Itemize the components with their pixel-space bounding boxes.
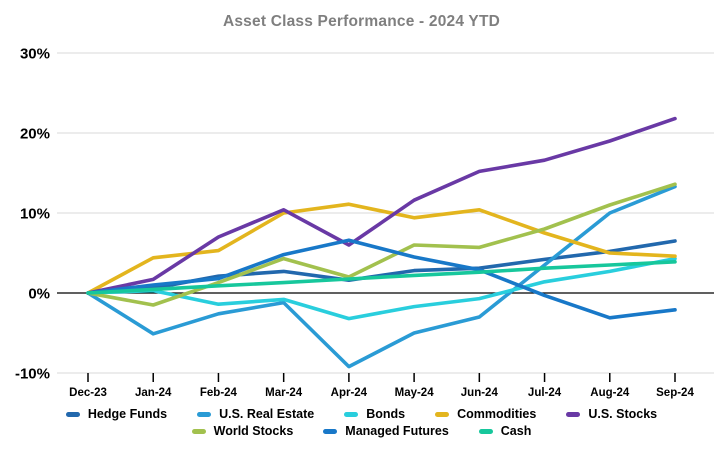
y-tick-label-20: 20% — [20, 126, 50, 143]
series-line-cash — [86, 259, 677, 295]
x-tick-label-jun-24: Jun-24 — [461, 387, 499, 399]
legend-label-commodities: Commodities — [457, 407, 537, 421]
series-line-u-s-real-estate — [86, 184, 677, 369]
legend-label-u-s-real-estate: U.S. Real Estate — [219, 407, 315, 421]
x-tick-label-may-24: May-24 — [395, 387, 435, 399]
legend-label-bonds: Bonds — [366, 407, 406, 421]
legend-item-commodities: Commodities — [435, 407, 536, 421]
x-tick-label-sep-24: Sep-24 — [656, 387, 694, 399]
y-tick-label-10: 10% — [20, 206, 50, 223]
legend-item-managed-futures: Managed Futures — [323, 424, 449, 438]
legend-label-cash: Cash — [500, 424, 532, 438]
x-tick-label-jan-24: Jan-24 — [135, 387, 172, 399]
x-tick-label-apr-24: Apr-24 — [331, 387, 368, 399]
series-line-world-stocks — [86, 182, 677, 307]
legend-chip-u-s-real-estate — [197, 411, 212, 417]
legend-chip-cash — [478, 428, 493, 434]
x-tick-label-feb-24: Feb-24 — [200, 387, 238, 399]
legend-item-u-s-real-estate: U.S. Real Estate — [197, 407, 314, 421]
legend-item-u-s-stocks: U.S. Stocks — [566, 407, 657, 421]
legend-label-u-s-stocks: U.S. Stocks — [588, 407, 658, 421]
legend-chip-commodities — [435, 411, 450, 417]
series-line-u-s-stocks — [86, 116, 677, 295]
legend-chip-u-s-stocks — [566, 411, 581, 417]
series-line-managed-futures — [86, 238, 677, 320]
y-tick-label--10: -10% — [15, 366, 50, 383]
y-tick-label-0: 0% — [28, 286, 50, 303]
legend-label-world-stocks: World Stocks — [213, 424, 294, 438]
legend-chip-hedge-funds — [65, 411, 80, 417]
line-chart-plot-area: 30% 20% 10% 0% -10% Dec-23 Jan-24 Feb-24 Mar-24 A… — [15, 46, 714, 399]
series-line-commodities — [86, 202, 677, 295]
legend-label-managed-futures: Managed Futures — [345, 424, 449, 438]
x-tick-label-mar-24: Mar-24 — [265, 387, 303, 399]
y-tick-label-30: 30% — [20, 46, 50, 63]
legend-chip-bonds — [344, 411, 359, 417]
chart-legend: Hedge Funds U.S. Real Estate Bonds Commodit… — [0, 407, 723, 438]
x-tick-label-dec-23: Dec-23 — [69, 387, 107, 399]
series-line-bonds — [86, 256, 677, 321]
chart-title: Asset Class Performance - 2024 YTD — [222, 13, 501, 30]
legend-chip-managed-futures — [323, 428, 338, 434]
legend-item-bonds: Bonds — [344, 407, 405, 421]
legend-item-cash: Cash — [478, 424, 532, 438]
legend-chip-world-stocks — [191, 428, 206, 434]
legend-item-hedge-funds: Hedge Funds — [65, 407, 168, 421]
legend-row-2: World Stocks Managed Futures Cash — [191, 424, 532, 438]
x-tick-label-jul-24: Jul-24 — [528, 387, 562, 399]
legend-label-hedge-funds: Hedge Funds — [87, 407, 168, 421]
legend-item-world-stocks: World Stocks — [191, 424, 294, 438]
x-tick-label-aug-24: Aug-24 — [590, 387, 630, 399]
legend-row-1: Hedge Funds U.S. Real Estate Bonds Commodit… — [65, 407, 657, 421]
